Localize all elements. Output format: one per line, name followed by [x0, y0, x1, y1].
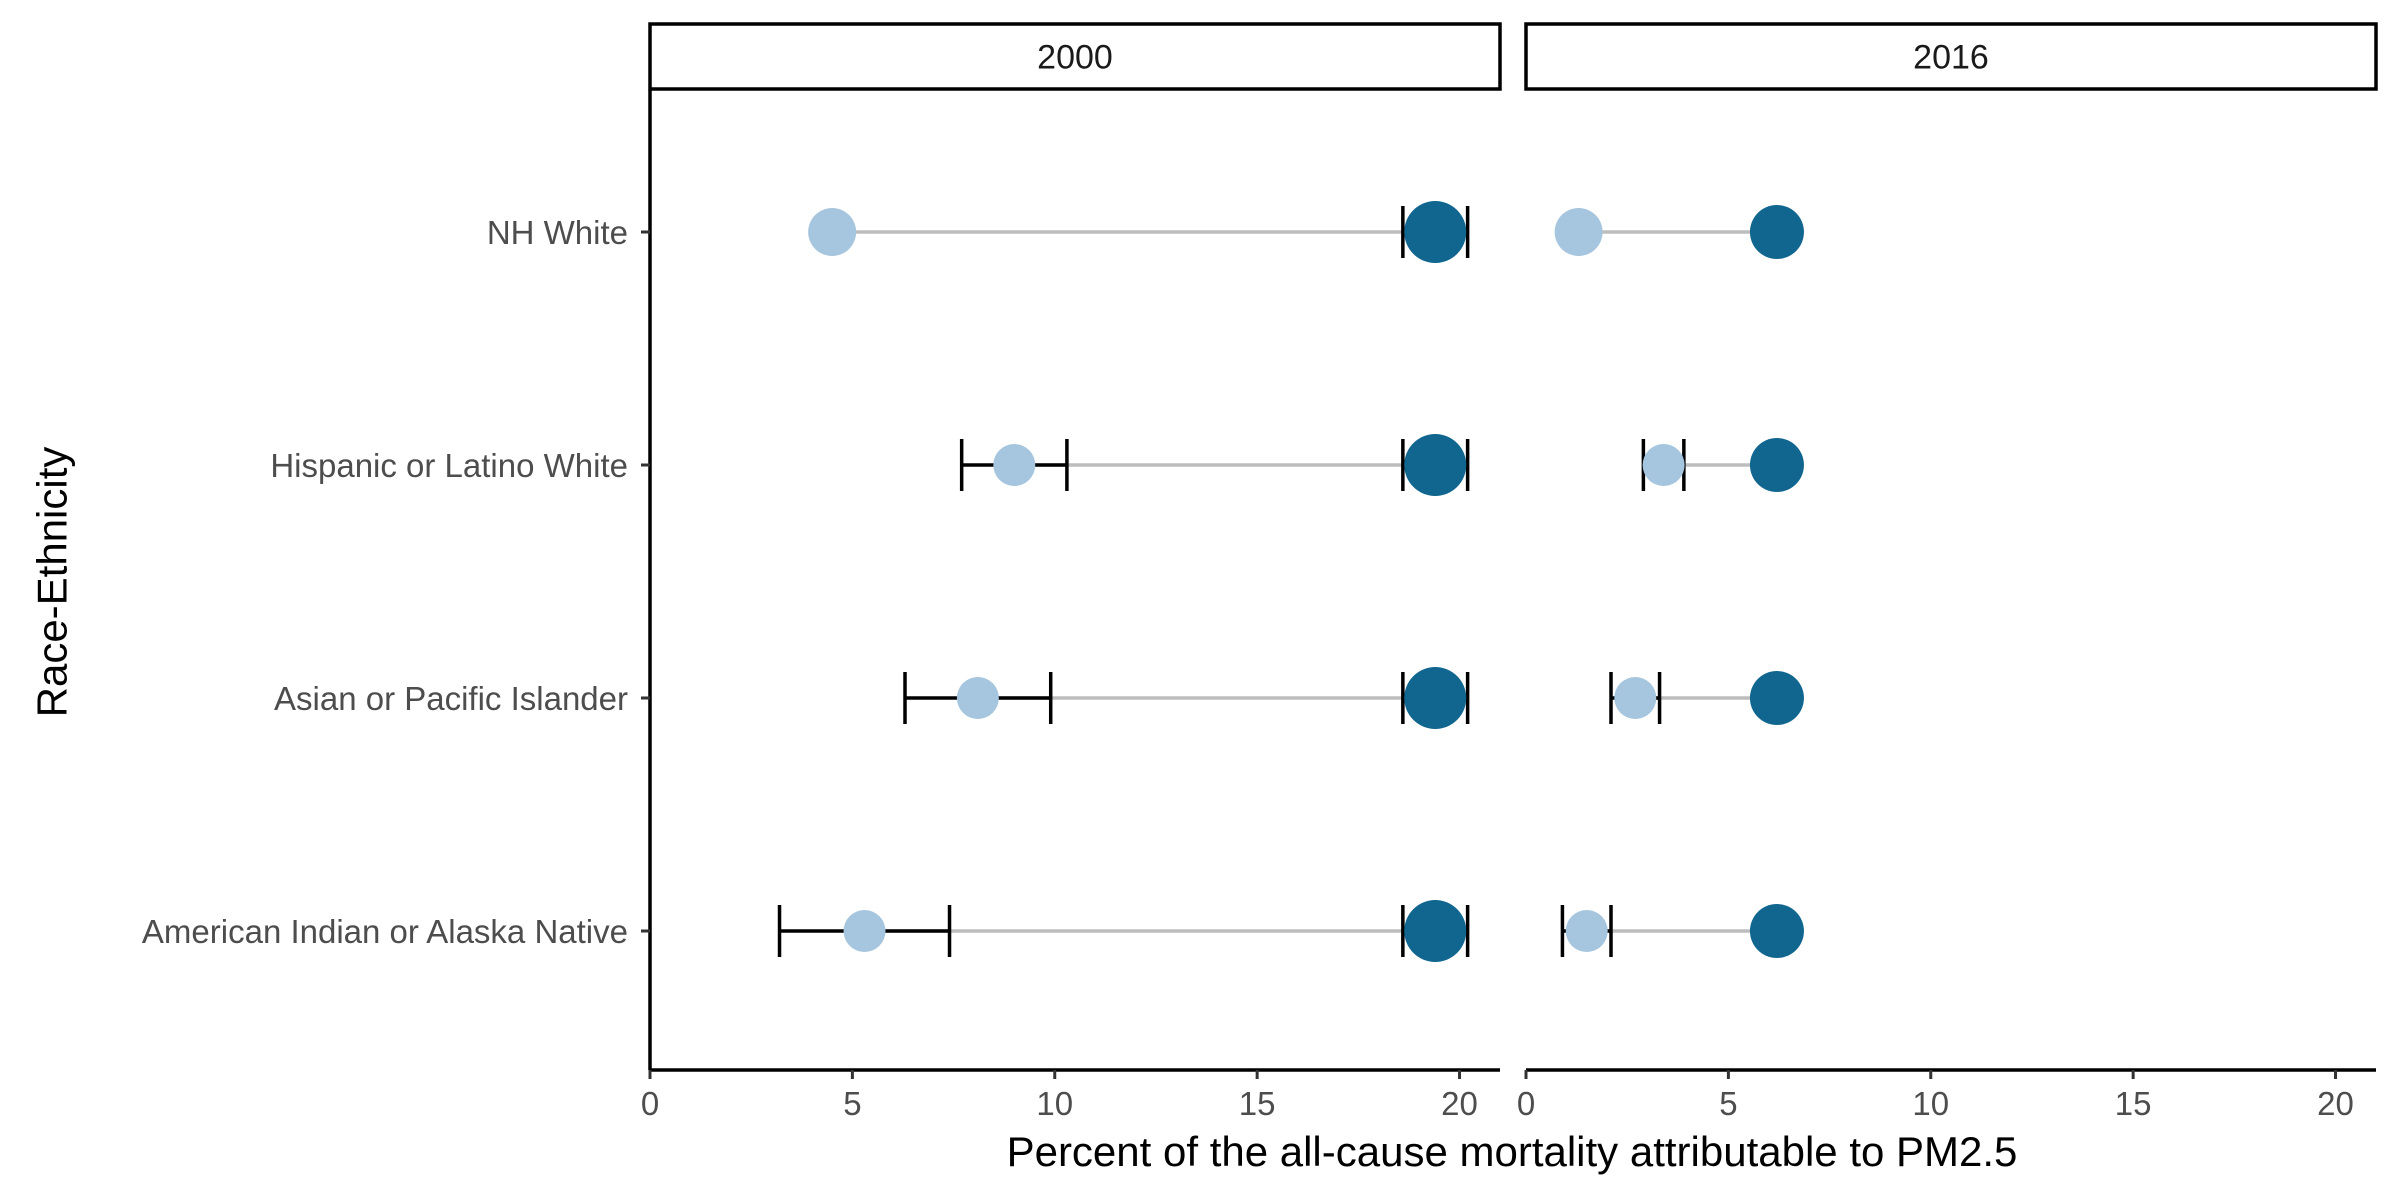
- reference-point: [1749, 205, 1804, 259]
- group-point: [1614, 677, 1657, 719]
- x-tick-label: 10: [1036, 1085, 1073, 1122]
- x-tick-label: 0: [1517, 1085, 1535, 1122]
- x-tick-label: 10: [1912, 1085, 1949, 1122]
- x-tick-label: 5: [1719, 1085, 1737, 1122]
- reference-point: [1404, 201, 1467, 263]
- x-axis-title: Percent of the all-cause mortality attri…: [1007, 1128, 2018, 1175]
- facet-strip-label: 2016: [1913, 39, 1989, 77]
- group-point: [843, 910, 886, 952]
- x-tick-label: 5: [843, 1085, 861, 1122]
- y-tick-label: Asian or Pacific Islander: [274, 680, 628, 717]
- group-point: [1565, 910, 1608, 952]
- y-axis-title: Race-Ethnicity: [29, 447, 76, 718]
- row-nh-white: [808, 201, 1470, 263]
- row-nh-white: [1554, 205, 1804, 259]
- x-tick-label: 0: [641, 1085, 659, 1122]
- row-american-indian-or-alaska-native: [777, 900, 1470, 962]
- x-tick-label: 15: [2115, 1085, 2152, 1122]
- y-tick-label: NH White: [487, 214, 628, 251]
- x-tick-label: 15: [1239, 1085, 1276, 1122]
- group-point: [808, 208, 857, 256]
- y-tick-label: Hispanic or Latino White: [270, 447, 628, 484]
- group-point: [993, 444, 1036, 486]
- facet-strip-label: 2000: [1037, 39, 1113, 77]
- x-tick-label: 20: [1441, 1085, 1478, 1122]
- reference-point: [1404, 667, 1467, 729]
- row-hispanic-or-latino-white: [959, 434, 1470, 496]
- row-asian-or-pacific-islander: [1609, 671, 1804, 725]
- y-tick-label: American Indian or Alaska Native: [142, 913, 628, 950]
- row-hispanic-or-latino-white: [1641, 438, 1804, 492]
- group-point: [1642, 444, 1685, 486]
- group-point: [1554, 208, 1603, 256]
- panel-2016: 2016 0 5 10 15 20: [1517, 22, 2378, 1122]
- facet-panels: 2000 0 5 10 15 20 2016 0 5 10 15 20: [641, 22, 2378, 1122]
- reference-point: [1404, 434, 1467, 496]
- facet-strip: [1524, 22, 2378, 91]
- panel-2000: 2000 0 5 10 15 20: [641, 22, 1502, 1122]
- facet-strip: [648, 22, 1502, 91]
- reference-point: [1404, 900, 1467, 962]
- row-asian-or-pacific-islander: [903, 667, 1470, 729]
- y-axis: NH White Hispanic or Latino White Asian or…: [142, 214, 650, 950]
- group-point: [956, 677, 999, 719]
- row-american-indian-or-alaska-native: [1560, 904, 1804, 958]
- reference-point: [1749, 904, 1804, 958]
- reference-point: [1749, 671, 1804, 725]
- x-tick-label: 20: [2317, 1085, 2354, 1122]
- reference-point: [1749, 438, 1804, 492]
